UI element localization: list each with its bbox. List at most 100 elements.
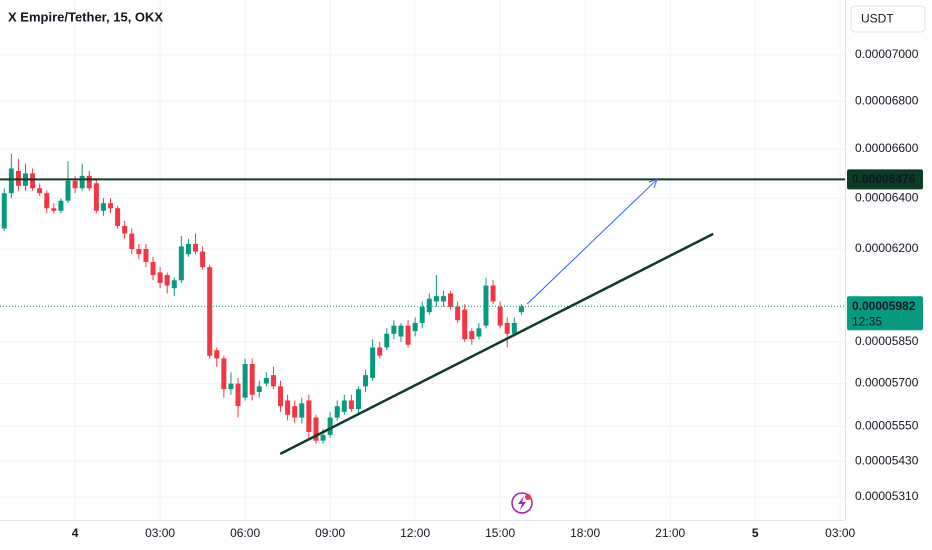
candle-body [504, 322, 510, 334]
x-tick-label: 15:00 [485, 526, 515, 540]
candle-body [370, 347, 376, 378]
candle-body [242, 364, 248, 398]
candle-body [108, 203, 114, 209]
candle-body [320, 434, 326, 441]
candle-body [377, 347, 383, 356]
candle-body [384, 333, 390, 348]
candle-body [235, 383, 241, 407]
x-tick-label: 4 [72, 526, 79, 540]
candle-body [469, 331, 475, 340]
x-tick-label: 03:00 [825, 526, 855, 540]
candle-body [1, 193, 7, 229]
candle-body [398, 325, 404, 337]
candle-body [44, 193, 50, 209]
candle-body [86, 175, 92, 189]
candle-body [490, 285, 496, 302]
candle-body [30, 173, 36, 189]
horizontal-line-label-bg [847, 169, 923, 190]
candle-body [483, 285, 489, 326]
candle-body [122, 225, 128, 234]
candle-body [171, 280, 177, 289]
candle-body [157, 272, 163, 283]
currency-button[interactable] [850, 5, 926, 33]
candle-body [129, 233, 135, 250]
y-tick-label: 0.00005700 [855, 376, 919, 390]
x-tick-label: 5 [752, 526, 759, 540]
candle-body [334, 406, 340, 418]
x-tick-label: 09:00 [315, 526, 345, 540]
y-tick-label: 0.00006800 [855, 93, 919, 107]
y-tick-label: 0.00006200 [855, 241, 919, 255]
candle-body [221, 358, 227, 390]
last-price-label: 0.00005982 [852, 299, 916, 313]
x-tick-label: 06:00 [230, 526, 260, 540]
candle-body [511, 322, 517, 334]
candle-body [419, 306, 425, 323]
candle-body [476, 328, 482, 337]
candle-body [263, 377, 269, 384]
candle-body [58, 200, 64, 211]
arrow-line [526, 178, 658, 305]
y-tick-label: 0.00005550 [855, 418, 919, 432]
candle-body [37, 188, 43, 194]
candle-body [412, 322, 418, 332]
candle-body [327, 417, 333, 435]
candle-body [193, 243, 199, 252]
y-tick-label: 0.00006400 [855, 190, 919, 204]
candle-body [200, 251, 206, 268]
y-tick-label: 0.00006600 [855, 141, 919, 155]
candle-body [185, 243, 191, 255]
candle-body [256, 386, 262, 392]
candle-body [214, 350, 220, 359]
candle-body [65, 180, 71, 201]
candle-body [433, 296, 439, 302]
candle-body [306, 400, 312, 432]
candle-body [355, 389, 361, 409]
lightning-icon[interactable] [511, 492, 533, 514]
x-tick-label: 03:00 [145, 526, 175, 540]
candle-body [100, 203, 106, 211]
candle-body [299, 403, 305, 418]
arrow-head [648, 178, 658, 188]
candle-body [462, 309, 468, 340]
candle-body [292, 406, 298, 418]
candle-body [497, 306, 503, 326]
x-tick-label: 18:00 [570, 526, 600, 540]
x-tick-label: 21:00 [655, 526, 685, 540]
candle-body [51, 208, 57, 211]
candle-body [313, 417, 319, 441]
countdown-label: 12:35 [852, 314, 882, 328]
y-tick-label: 0.00005430 [855, 453, 919, 467]
currency-label[interactable]: USDT [861, 12, 894, 26]
candle-body [136, 249, 142, 255]
candle-body [363, 375, 369, 387]
candle-body [79, 175, 85, 189]
candle-body [228, 383, 234, 390]
y-tick-label: 0.00005310 [855, 489, 919, 503]
chart-title: X Empire/Tether, 15, OKX [8, 9, 163, 24]
plot [0, 153, 845, 455]
horizontal-line-label: 0.00006476 [852, 172, 916, 186]
candle-body [455, 306, 461, 321]
y-tick-label: 0.00007000 [855, 47, 919, 61]
candle-body [207, 267, 213, 356]
candle-body [341, 400, 347, 412]
candle-body [93, 183, 99, 211]
candle-body [278, 386, 284, 407]
candle-body [249, 364, 255, 395]
candle-body [426, 298, 432, 313]
candle-body [448, 293, 454, 307]
candle-body [285, 400, 291, 415]
candle-body [72, 180, 78, 189]
candle-body [518, 306, 524, 313]
candle-body [115, 208, 121, 226]
candle-body [178, 246, 184, 281]
candle-body [143, 249, 149, 262]
candle-body [405, 325, 411, 345]
candle-body [164, 275, 170, 286]
candle-body [150, 261, 156, 276]
y-tick-label: 0.00005850 [855, 334, 919, 348]
